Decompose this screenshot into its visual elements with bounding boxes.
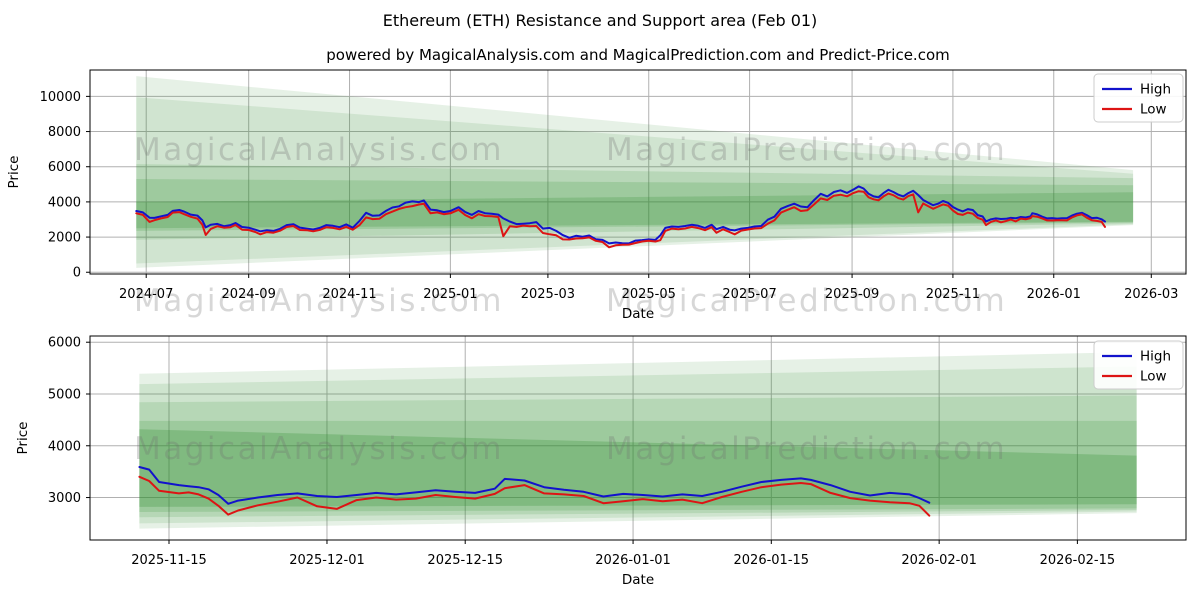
watermark-text: MagicalAnalysis.com [134, 283, 504, 319]
chart-title: Ethereum (ETH) Resistance and Support ar… [382, 11, 818, 30]
x-tick-label: 2025-12-01 [289, 553, 365, 568]
detail-chart-series [138, 466, 931, 517]
band-polygon [139, 352, 1137, 529]
detail-chart-tick-marks [86, 341, 1078, 544]
watermark-text: MagicalAnalysis.com [134, 132, 504, 168]
y-tick-label: 6000 [48, 160, 81, 175]
x-tick-label: 2025-11 [926, 287, 980, 302]
y-tick-label: 8000 [48, 125, 81, 140]
overview-chart-series [135, 185, 1106, 249]
watermark-text: MagicalPrediction.com [606, 132, 1007, 168]
detail-chart-frame [89, 335, 1187, 541]
overview-chart-tick-marks [86, 95, 1152, 278]
x-tick-label: 2024-09 [222, 287, 276, 302]
x-tick-label: 2025-05 [622, 287, 676, 302]
overview-chart-line-low [135, 190, 1106, 249]
watermarks: MagicalAnalysis.com MagicalPrediction.com… [134, 132, 1007, 467]
band-polygon [139, 366, 1137, 524]
x-tick-label: 2024-11 [322, 287, 376, 302]
band-polygon [136, 164, 1134, 240]
x-tick-label: 2025-11-15 [131, 553, 207, 568]
x-tick-label: 2026-01-01 [595, 553, 671, 568]
y-tick-label: 2000 [48, 231, 81, 246]
overview-chart-tick-labels: 2024-07 2024-09 2024-11 2025-01 2025-03 2025-… [40, 90, 1179, 302]
detail-chart-legend: High Low [1093, 340, 1184, 390]
overview-chart-line-high [135, 185, 1106, 245]
band-polygon [139, 395, 1137, 518]
x-tick-label: 2024-07 [119, 287, 173, 302]
band-polygon [136, 76, 1134, 268]
y-tick-label: 4000 [48, 195, 81, 210]
x-tick-label: 2025-01 [423, 287, 477, 302]
y-tick-label: 4000 [48, 439, 81, 454]
x-tick-label: 2026-01-15 [734, 553, 810, 568]
x-tick-label: 2025-12-15 [427, 553, 503, 568]
chart-subtitle: powered by MagicalAnalysis.com and Magic… [326, 46, 950, 64]
band-polygon [139, 429, 1137, 507]
overview-chart-yaxis-label: Price [6, 156, 22, 189]
detail-chart-gridlines [90, 336, 1186, 540]
y-tick-label: 10000 [40, 90, 81, 105]
watermark-text: MagicalAnalysis.com [134, 431, 504, 467]
band-polygon [136, 97, 1134, 264]
overview-chart-xaxis-label: Date [622, 306, 654, 322]
x-tick-label: 2025-07 [722, 287, 776, 302]
detail-chart-xaxis-label: Date [622, 572, 654, 588]
detail-chart-line-low [138, 475, 931, 517]
band-polygon [136, 192, 1134, 229]
y-tick-label: 5000 [48, 387, 81, 402]
y-tick-label: 0 [73, 266, 81, 281]
legend-label-high: High [1140, 349, 1171, 365]
x-tick-label: 2026-03 [1124, 287, 1178, 302]
overview-chart-support-resistance-bands [136, 76, 1134, 268]
watermark-text: MagicalPrediction.com [606, 431, 1007, 467]
legend-label-high: High [1140, 82, 1171, 98]
detail-chart-yaxis-label: Price [15, 422, 31, 455]
x-tick-label: 2026-01 [1027, 287, 1081, 302]
y-tick-label: 6000 [48, 336, 81, 351]
watermark-text: MagicalPrediction.com [606, 283, 1007, 319]
x-tick-label: 2026-02-01 [901, 553, 977, 568]
overview-chart-frame [89, 69, 1187, 275]
overview-chart-legend: High Low [1093, 73, 1184, 123]
detail-chart-support-resistance-bands [139, 352, 1137, 529]
x-tick-label: 2025-09 [825, 287, 879, 302]
x-tick-label: 2025-03 [521, 287, 575, 302]
y-tick-label: 3000 [48, 491, 81, 506]
detail-chart-tick-labels: 2025-11-15 2025-12-01 2025-12-15 2026-01-01… [48, 336, 1115, 568]
x-tick-label: 2026-02-15 [1040, 553, 1116, 568]
band-polygon [139, 420, 1137, 513]
detail-chart-line-high [138, 466, 931, 505]
legend-label-low: Low [1140, 369, 1167, 385]
legend-label-low: Low [1140, 102, 1167, 118]
